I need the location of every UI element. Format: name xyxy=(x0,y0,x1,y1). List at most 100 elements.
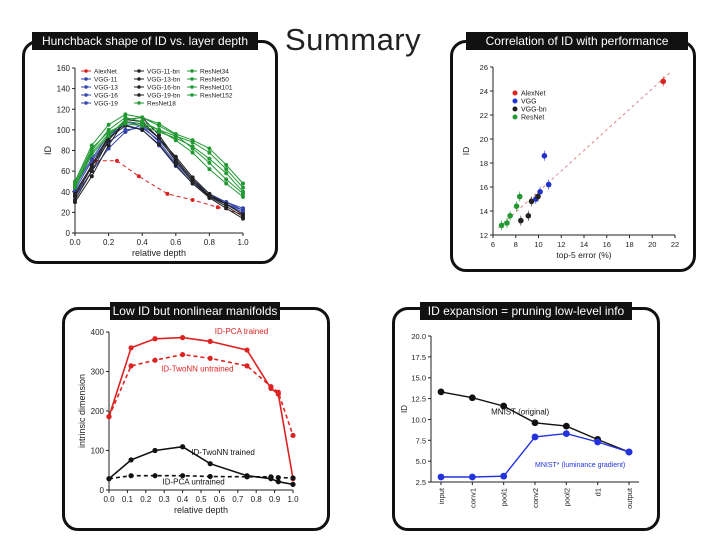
data-point xyxy=(224,177,229,182)
legend-label: VGG-13 xyxy=(94,85,118,92)
x-tick-label: 0.9 xyxy=(269,495,281,504)
data-point xyxy=(173,158,178,163)
data-point xyxy=(128,457,134,463)
data-point xyxy=(207,167,212,172)
data-point xyxy=(437,473,445,481)
chart-correlation: 6 8 10 12 14 16 18 20 22 12 14 16 18 20 22 24 26 top-5 er… xyxy=(461,63,679,260)
data-point xyxy=(541,153,548,159)
data-point xyxy=(525,213,532,219)
legend-label: AlexNet xyxy=(521,91,546,98)
panel-title-hunchback: Hunchback shape of ID vs. layer depth xyxy=(32,32,258,50)
y-tick-label: 0 xyxy=(66,229,71,238)
y-tick-label: 80 xyxy=(61,147,70,156)
panel-title-correlation: Correlation of ID with performance xyxy=(466,32,688,50)
data-point xyxy=(500,402,508,410)
x-tick-label: pool2 xyxy=(562,488,571,506)
y-tick-label: 160 xyxy=(57,64,71,73)
y-tick-label: 16 xyxy=(480,183,488,192)
y-tick-label: 20.0 xyxy=(411,332,426,341)
data-point xyxy=(106,143,111,148)
x-tick-label: 1.0 xyxy=(287,495,299,504)
y-tick-label: 400 xyxy=(91,328,105,337)
x-tick-label: conv2 xyxy=(531,488,540,508)
x-tick-label: 0.6 xyxy=(170,238,182,247)
annotation: ID-TwoNN trained xyxy=(191,448,255,457)
legend-label: ResNet18 xyxy=(147,101,176,108)
data-point xyxy=(535,193,541,200)
data-point xyxy=(128,363,134,369)
data-point xyxy=(290,481,296,487)
data-point xyxy=(140,127,145,132)
x-tick-label: input xyxy=(437,487,446,504)
data-point xyxy=(660,78,667,85)
legend-label: ResNet152 xyxy=(200,93,233,100)
data-point xyxy=(241,216,245,221)
annotation: MNIST (original) xyxy=(491,407,549,416)
data-point xyxy=(516,193,523,200)
data-point xyxy=(89,143,94,148)
data-point xyxy=(537,189,543,195)
data-point xyxy=(518,217,524,224)
y-tick-label: 24 xyxy=(480,87,488,96)
data-point xyxy=(244,347,250,353)
y-axis-label: ID xyxy=(43,145,53,155)
legend-label: VGG-16-bn xyxy=(147,85,181,92)
data-point xyxy=(207,146,212,151)
data-point xyxy=(531,419,539,427)
data-point xyxy=(173,162,178,167)
y-tick-label: 7.5 xyxy=(416,436,426,445)
legend-label: ResNet xyxy=(521,115,544,122)
data-point xyxy=(152,447,158,454)
data-point xyxy=(190,150,195,155)
legend-marker xyxy=(512,106,518,112)
x-tick-label: 0.2 xyxy=(140,495,152,504)
data-point xyxy=(190,181,195,186)
data-point xyxy=(268,474,274,480)
data-point xyxy=(275,474,281,481)
data-point xyxy=(180,473,186,479)
data-point xyxy=(207,473,213,480)
y-tick-label: 100 xyxy=(91,447,105,456)
data-point xyxy=(241,212,245,217)
annotation: ID-TwoNN untrained xyxy=(161,365,233,374)
legend-marker xyxy=(190,85,194,89)
data-point xyxy=(173,154,178,159)
legend-marker xyxy=(512,90,518,96)
data-point xyxy=(165,191,170,196)
x-tick-label: 0.5 xyxy=(195,495,207,504)
x-axis-label: relative depth xyxy=(132,248,186,258)
data-point xyxy=(207,461,213,467)
y-axis-label: intrinsic dimension xyxy=(77,374,87,448)
annotation: ID-PCA untrained xyxy=(163,478,225,487)
legend-marker xyxy=(512,114,518,120)
legend-marker xyxy=(190,77,194,81)
data-point xyxy=(241,181,245,186)
data-point xyxy=(224,206,229,211)
x-tick-label: 0.1 xyxy=(122,495,134,504)
data-point xyxy=(190,198,195,202)
data-point xyxy=(224,181,229,186)
data-point xyxy=(106,414,112,420)
chart-expansion: 2.5 5.0 7.5 10.0 12.5 15.0 17.5 20.0 input conv1 p… xyxy=(400,332,639,509)
data-point xyxy=(180,335,186,341)
y-tick-label: 14 xyxy=(480,207,488,216)
data-point xyxy=(437,388,445,396)
x-axis-label: relative depth xyxy=(174,505,228,515)
y-tick-label: 60 xyxy=(61,167,70,176)
legend-label: VGG-11-bn xyxy=(147,69,180,76)
annotation: ID-PCA trained xyxy=(215,327,268,336)
data-point xyxy=(224,162,229,167)
data-point xyxy=(215,205,220,210)
x-tick-label: 0.3 xyxy=(159,495,171,504)
data-point xyxy=(152,473,158,479)
data-point xyxy=(157,133,161,138)
y-tick-label: 26 xyxy=(480,63,488,72)
y-tick-label: 18 xyxy=(480,159,488,168)
y-tick-label: 20 xyxy=(480,135,488,144)
panel-correlation: 6 8 10 12 14 16 18 20 22 12 14 16 18 20 22 24 26 top-5 er… xyxy=(450,40,696,272)
data-point xyxy=(157,121,161,126)
x-tick-label: 18 xyxy=(625,240,633,249)
legend-label: VGG-19-bn xyxy=(147,93,181,100)
legend-label: VGG-19 xyxy=(94,101,118,108)
data-point xyxy=(115,158,119,163)
